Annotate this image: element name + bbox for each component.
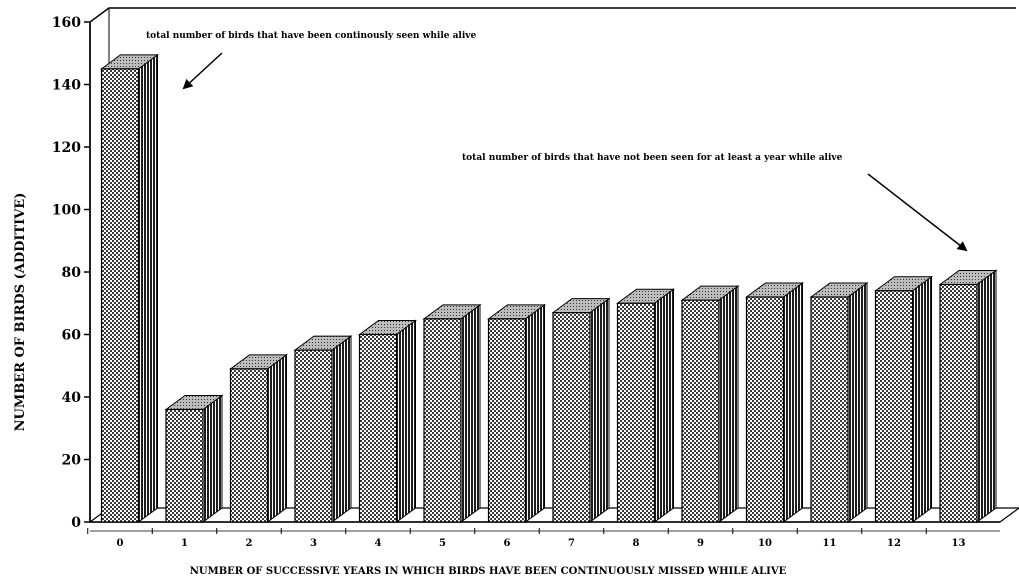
bar-front <box>165 408 204 523</box>
bar-front <box>294 349 333 523</box>
x-tick-label: 8 <box>633 538 640 549</box>
bars <box>99 53 998 523</box>
bar <box>357 319 418 523</box>
x-tick-label: 1 <box>181 538 188 549</box>
x-tick-label: 4 <box>375 538 382 549</box>
bar-front <box>939 283 978 523</box>
bar <box>551 297 611 523</box>
bar-front <box>810 296 849 523</box>
x-tick-label: 5 <box>439 538 446 549</box>
bar <box>422 303 482 523</box>
bar-side <box>267 353 287 523</box>
bar-side <box>202 394 223 523</box>
bar-side <box>460 303 481 523</box>
bar-side <box>847 282 868 523</box>
bar-front <box>423 318 462 523</box>
bar <box>99 53 160 523</box>
y-tick-label: 40 <box>62 390 82 406</box>
bar-side <box>976 269 997 523</box>
x-tick-label: 9 <box>697 538 704 549</box>
y-tick-label: 100 <box>52 203 81 219</box>
y-axis-title: NUMBER OF BIRDS (ADDITIVE) <box>13 193 28 432</box>
bar-side <box>525 303 545 523</box>
bar-front <box>874 290 914 523</box>
y-tick-label: 160 <box>52 15 81 31</box>
bar <box>615 288 676 523</box>
bar-side <box>654 288 674 523</box>
bar-side <box>331 335 352 523</box>
bar <box>744 282 805 523</box>
bar-front <box>745 296 785 523</box>
y-axis: 0 20 40 60 80 100 120 140 160 <box>52 15 91 531</box>
bar-side <box>783 282 803 523</box>
x-tick-label: 12 <box>887 538 901 549</box>
annotations: total number of birds that have been con… <box>146 31 968 252</box>
bar-front <box>229 368 269 523</box>
bar-side <box>138 53 158 523</box>
bar <box>873 275 934 523</box>
x-tick-label: 11 <box>823 538 837 549</box>
x-axis: 0 1 2 3 4 5 6 7 8 9 10 11 12 13 <box>87 521 1000 549</box>
y-tick-label: 80 <box>62 265 82 281</box>
bar-front <box>552 312 591 523</box>
annotation-seen-text: total number of birds that have been con… <box>146 31 476 41</box>
bar-front <box>681 299 720 523</box>
bar-front <box>616 302 656 523</box>
bar <box>486 303 547 523</box>
bar <box>164 394 224 523</box>
bar <box>680 285 740 523</box>
annotation-missed-text: total number of birds that have not been… <box>462 153 843 163</box>
x-tick-label: 10 <box>758 538 772 549</box>
x-tick-label: 6 <box>504 538 511 549</box>
x-tick-label: 2 <box>246 538 253 549</box>
x-tick-label: 3 <box>310 538 317 549</box>
x-axis-title: NUMBER OF SUCCESSIVE YEARS IN WHICH BIRD… <box>190 566 787 577</box>
bar-side <box>589 297 610 523</box>
bar-front <box>487 318 527 523</box>
bar-side <box>912 275 932 523</box>
bar <box>809 282 869 523</box>
bar <box>938 269 998 523</box>
annotation-seen-arrow <box>182 52 223 90</box>
y-tick-label: 60 <box>62 328 82 344</box>
y-tick-label: 140 <box>52 78 81 94</box>
bar-side <box>718 285 739 523</box>
bar <box>228 353 289 523</box>
bar <box>293 335 353 523</box>
bar-front <box>358 333 398 523</box>
y-tick-label: 20 <box>62 453 82 469</box>
y-tick-label: 0 <box>71 515 81 531</box>
bar-side <box>396 319 416 523</box>
x-tick-label: 0 <box>117 538 124 549</box>
bar-front <box>100 68 140 523</box>
x-tick-label: 7 <box>568 538 575 549</box>
y-tick-label: 120 <box>52 140 81 156</box>
annotation-missed-arrow <box>867 173 968 252</box>
x-tick-label: 13 <box>952 538 966 549</box>
